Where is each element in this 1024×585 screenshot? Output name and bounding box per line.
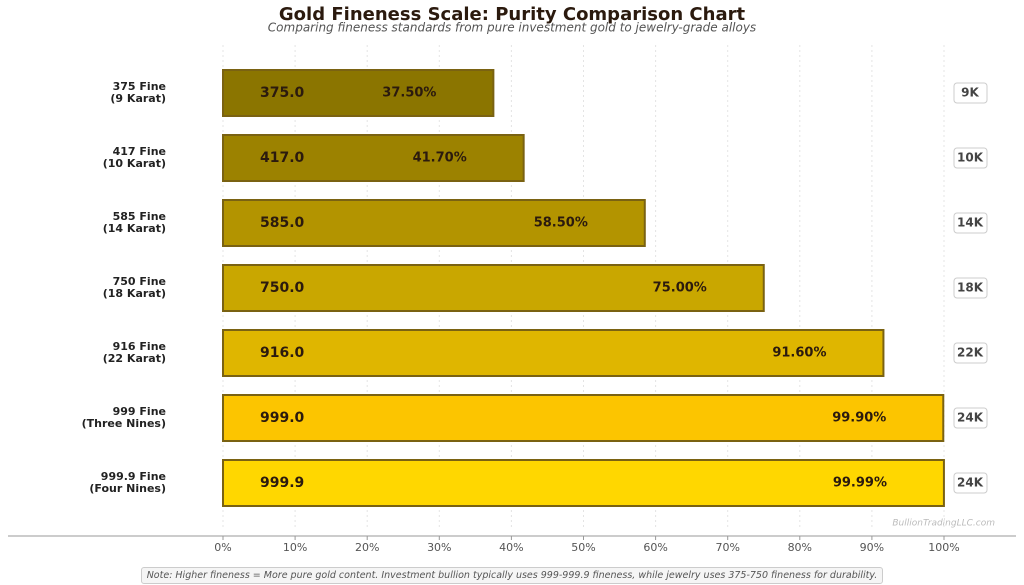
karat-label: 22K <box>957 346 984 360</box>
category-line: 916 Fine <box>113 340 166 353</box>
bar <box>222 394 945 442</box>
category-line: 585 Fine <box>113 210 166 223</box>
x-tick-label: 40% <box>499 541 523 554</box>
value-label: 99.90% <box>832 411 886 426</box>
karat-label: 10K <box>957 151 984 165</box>
category-label: 375 Fine (9 Karat) <box>110 80 166 105</box>
karat-badge <box>953 212 988 234</box>
category-line: (18 Karat) <box>103 287 166 300</box>
bar <box>222 134 525 182</box>
category-line: (22 Karat) <box>103 352 166 365</box>
value-label: 75.00% <box>653 281 707 296</box>
fineness-label: 999.0 <box>260 410 305 426</box>
note: Note: Higher fineness = More pure gold c… <box>140 567 884 584</box>
fineness-label: 585.0 <box>260 215 305 231</box>
category-line: (14 Karat) <box>103 222 166 235</box>
value-label: 41.70% <box>413 151 467 166</box>
category-label: 750 Fine (18 Karat) <box>103 275 166 300</box>
value-label: 91.60% <box>772 346 826 361</box>
note-box: Note: Higher fineness = More pure gold c… <box>0 563 1024 584</box>
bar <box>222 69 495 117</box>
karat-label: 18K <box>957 281 984 295</box>
karat-badge <box>953 342 988 364</box>
category-line: 999 Fine <box>113 405 166 418</box>
x-tick-label: 50% <box>571 541 595 554</box>
bar <box>222 329 885 377</box>
karat-badge <box>953 277 988 299</box>
category-line: (9 Karat) <box>110 92 166 105</box>
category-line: (Three Nines) <box>82 417 166 430</box>
fineness-label: 417.0 <box>260 150 305 166</box>
category-label: 999 Fine (Three Nines) <box>82 405 166 430</box>
category-line: (10 Karat) <box>103 157 166 170</box>
x-tick-label: 30% <box>427 541 451 554</box>
value-label: 58.50% <box>534 216 588 231</box>
x-tick-label: 100% <box>928 541 959 554</box>
category-line: (Four Nines) <box>89 482 166 495</box>
x-tick-label: 70% <box>715 541 739 554</box>
karat-label: 24K <box>957 411 984 425</box>
fineness-label: 916.0 <box>260 345 305 361</box>
x-tick-label: 90% <box>860 541 884 554</box>
value-label: 99.99% <box>833 476 887 491</box>
watermark: BullionTradingLLC.com <box>892 519 995 529</box>
category-line: 375 Fine <box>113 80 166 93</box>
x-tick-label: 10% <box>283 541 307 554</box>
x-tick-label: 60% <box>643 541 667 554</box>
category-label: 916 Fine (22 Karat) <box>103 340 166 365</box>
category-label: 417 Fine (10 Karat) <box>103 145 166 170</box>
category-line: 999.9 Fine <box>101 470 166 483</box>
value-label: 37.50% <box>382 86 436 101</box>
karat-badge <box>953 82 988 104</box>
chart-subtitle: Comparing fineness standards from pure i… <box>268 21 756 35</box>
x-tick-label: 80% <box>788 541 812 554</box>
x-tick-label: 20% <box>355 541 379 554</box>
karat-label: 14K <box>957 216 984 230</box>
fineness-label: 375.0 <box>260 85 305 101</box>
karat-label: 9K <box>961 86 979 100</box>
fineness-label: 750.0 <box>260 280 305 296</box>
x-tick-label: 0% <box>214 541 231 554</box>
karat-badge <box>953 407 988 429</box>
bar <box>222 459 945 507</box>
chart-title: Gold Fineness Scale: Purity Comparison C… <box>279 4 746 25</box>
bar <box>222 264 765 312</box>
category-line: 750 Fine <box>113 275 166 288</box>
bar <box>222 199 646 247</box>
fineness-label: 999.9 <box>260 475 304 491</box>
category-line: 417 Fine <box>113 145 166 158</box>
category-label: 585 Fine (14 Karat) <box>103 210 166 235</box>
karat-badge <box>953 147 988 169</box>
karat-badge <box>953 472 988 494</box>
karat-label: 24K <box>957 476 984 490</box>
category-label: 999.9 Fine (Four Nines) <box>89 470 166 495</box>
